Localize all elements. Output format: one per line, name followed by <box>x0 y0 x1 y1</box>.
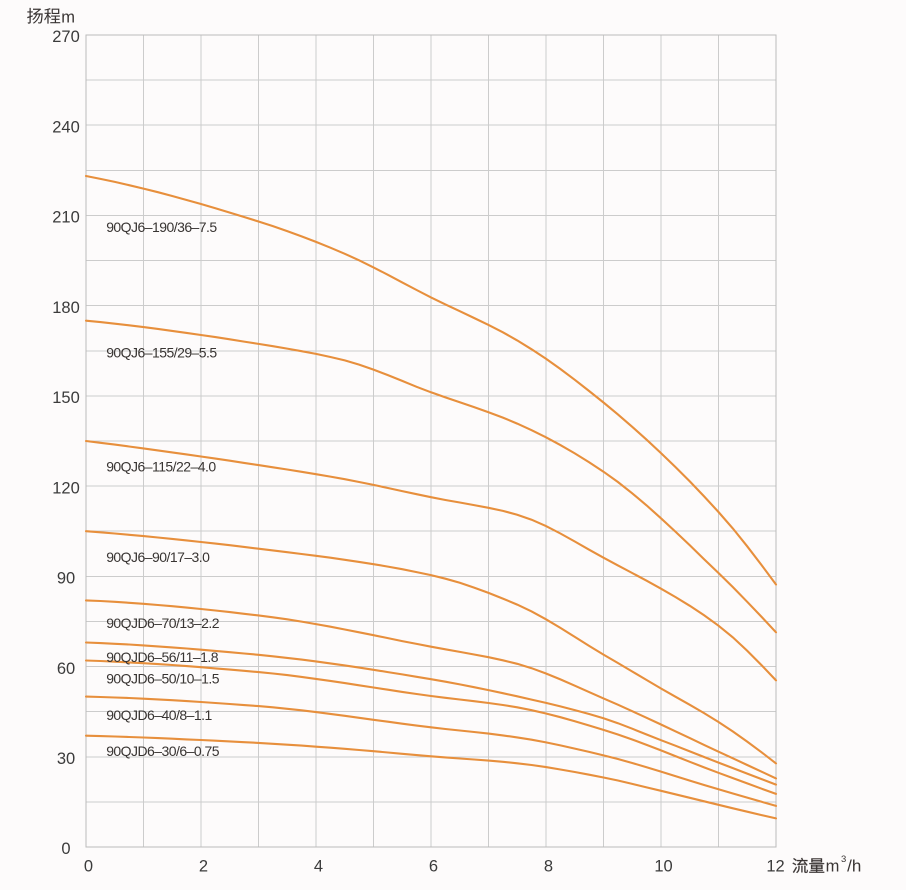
svg-text:270: 270 <box>52 28 80 46</box>
svg-text:90QJD6–50/10–1.5: 90QJD6–50/10–1.5 <box>106 670 220 686</box>
svg-text:3: 3 <box>841 854 846 865</box>
svg-text:0: 0 <box>84 858 93 876</box>
svg-text:m: m <box>826 858 840 876</box>
svg-text:120: 120 <box>52 479 80 497</box>
svg-text:4: 4 <box>314 858 323 876</box>
svg-text:90QJD6–70/13–2.2: 90QJD6–70/13–2.2 <box>106 615 220 631</box>
svg-text:m: m <box>61 8 75 26</box>
svg-text:90QJD6–56/11–1.8: 90QJD6–56/11–1.8 <box>106 649 219 665</box>
svg-text:150: 150 <box>52 389 80 407</box>
svg-text:/h: /h <box>847 857 861 876</box>
svg-text:8: 8 <box>544 858 553 876</box>
svg-text:2: 2 <box>199 858 208 876</box>
svg-text:60: 60 <box>57 660 75 678</box>
svg-text:30: 30 <box>57 750 75 768</box>
svg-text:240: 240 <box>52 118 80 136</box>
svg-text:90QJD6–40/8–1.1: 90QJD6–40/8–1.1 <box>106 707 212 723</box>
svg-text:0: 0 <box>61 840 70 858</box>
svg-text:180: 180 <box>52 299 80 317</box>
svg-text:90: 90 <box>57 570 75 588</box>
svg-text:12: 12 <box>766 858 784 876</box>
svg-text:10: 10 <box>654 858 672 876</box>
svg-text:90QJD6–30/6–0.75: 90QJD6–30/6–0.75 <box>106 743 220 759</box>
svg-text:90QJ6–90/17–3.0: 90QJ6–90/17–3.0 <box>106 549 210 565</box>
svg-text:90QJ6–155/29–5.5: 90QJ6–155/29–5.5 <box>106 345 217 361</box>
svg-text:210: 210 <box>52 209 80 227</box>
svg-text:90QJ6–190/36–7.5: 90QJ6–190/36–7.5 <box>106 219 217 235</box>
svg-text:90QJ6–115/22–4.0: 90QJ6–115/22–4.0 <box>106 458 216 474</box>
svg-text:6: 6 <box>429 858 438 876</box>
